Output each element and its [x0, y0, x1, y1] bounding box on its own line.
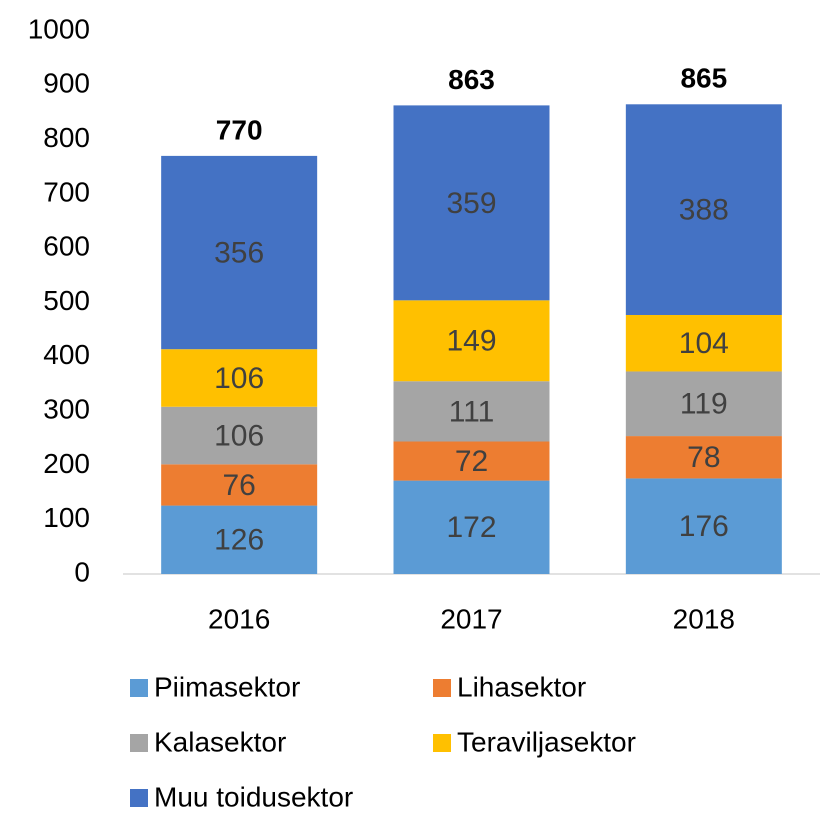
- value-label: 119: [680, 388, 728, 421]
- bar-segment: [161, 155, 318, 350]
- legend-label: Lihasektor: [457, 671, 586, 702]
- total-label: 770: [216, 114, 263, 145]
- total-label: 863: [448, 64, 495, 95]
- legend-swatch: [130, 789, 148, 807]
- y-tick-label: 300: [43, 393, 90, 424]
- legend-label: Muu toidusektor: [154, 781, 353, 812]
- value-label: 111: [449, 395, 495, 428]
- total-label: 865: [680, 63, 727, 94]
- value-label: 72: [455, 445, 488, 478]
- bar-segment: [625, 104, 782, 315]
- value-label: 78: [687, 441, 720, 474]
- bar-segment: [393, 300, 550, 382]
- y-tick-label: 900: [43, 68, 90, 99]
- bar-segment: [625, 436, 782, 479]
- y-tick-label: 0: [74, 556, 90, 587]
- y-tick-label: 100: [43, 502, 90, 533]
- value-label: 356: [214, 236, 264, 269]
- bar-segment: [625, 371, 782, 437]
- legend-label: Piimasektor: [154, 671, 300, 702]
- x-tick-label: 2018: [673, 603, 735, 634]
- bar-segment: [161, 464, 318, 506]
- y-tick-label: 700: [43, 176, 90, 207]
- legend-swatch: [433, 679, 451, 697]
- bar-segment: [625, 314, 782, 372]
- legend-swatch: [130, 734, 148, 752]
- value-label: 172: [446, 511, 496, 544]
- legend-label: Teraviljasektor: [457, 726, 636, 757]
- value-label: 126: [214, 524, 264, 557]
- bar-segment: [161, 505, 318, 574]
- bar-segment: [625, 478, 782, 574]
- bar-segment: [393, 441, 550, 481]
- value-label: 388: [679, 194, 729, 227]
- value-label: 106: [214, 362, 264, 395]
- y-tick-label: 1000: [28, 13, 90, 44]
- bar-segment: [161, 406, 318, 465]
- x-tick-label: 2017: [440, 603, 502, 634]
- x-tick-label: 2016: [208, 603, 270, 634]
- bar-segment: [393, 381, 550, 442]
- legend-label: Kalasektor: [154, 726, 286, 757]
- value-label: 104: [679, 327, 729, 360]
- bar-segment: [393, 480, 550, 574]
- value-label: 106: [214, 419, 264, 452]
- value-label: 149: [446, 325, 496, 358]
- y-tick-label: 800: [43, 122, 90, 153]
- legend-swatch: [433, 734, 451, 752]
- y-tick-label: 200: [43, 448, 90, 479]
- y-tick-label: 500: [43, 285, 90, 316]
- legend-swatch: [130, 679, 148, 697]
- y-tick-label: 600: [43, 231, 90, 262]
- value-label: 359: [446, 187, 496, 220]
- value-label: 76: [222, 469, 255, 502]
- value-label: 176: [679, 510, 729, 543]
- bar-segment: [161, 349, 318, 407]
- y-tick-label: 400: [43, 339, 90, 370]
- bar-segment: [393, 105, 550, 301]
